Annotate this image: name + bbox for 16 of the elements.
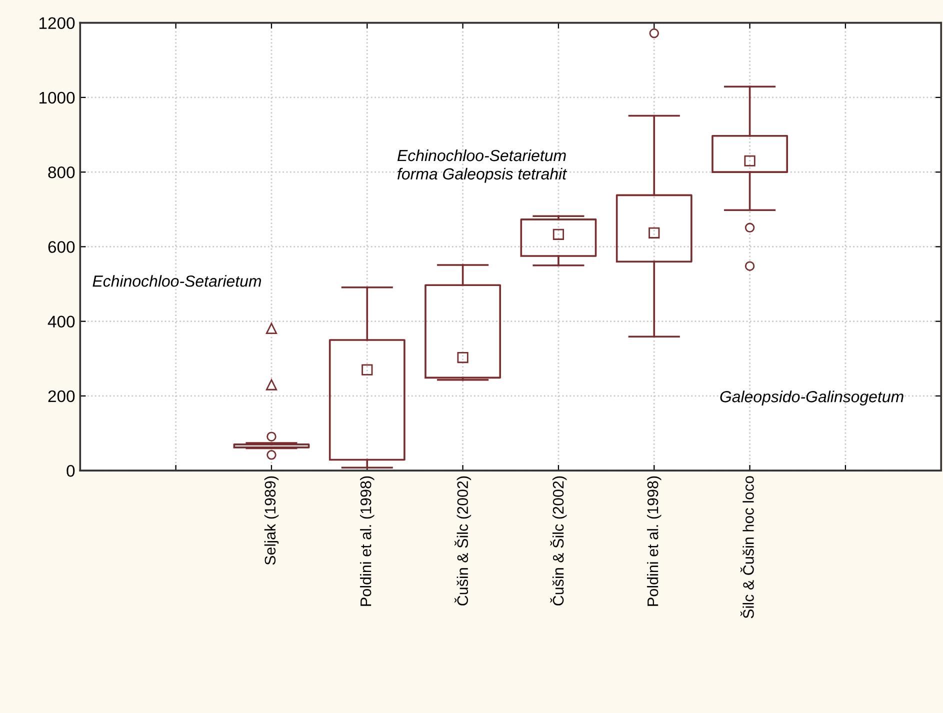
- x-tick-label: Čušin & Šilc (2002): [454, 476, 472, 606]
- y-tick-label: 400: [48, 316, 75, 328]
- x-tick-label: Poldini et al. (1998): [647, 476, 662, 606]
- y-tick-label: 800: [48, 166, 75, 178]
- annotation: Echinochloo-Setarietum: [92, 275, 262, 287]
- y-tick-label: 600: [48, 241, 75, 253]
- x-tick-label: Poldini et al. (1998): [360, 476, 374, 606]
- x-tick-label: Čušin & Šilc (2002): [550, 476, 567, 606]
- y-tick-label: 0: [66, 464, 75, 477]
- y-tick-label: 1200: [39, 17, 75, 30]
- y-tick-label: 1000: [39, 92, 75, 104]
- x-tick-label: Šilc & Čušin hoc loco: [740, 476, 754, 618]
- annotation: Echinochloo-Setarietum forma Galeopsis tetrahit: [397, 149, 568, 183]
- annotation: Galeopsido-Galinsogetum: [720, 390, 904, 406]
- y-tick-label: 200: [48, 390, 75, 402]
- x-tick-label: Seljak (1989): [264, 476, 279, 565]
